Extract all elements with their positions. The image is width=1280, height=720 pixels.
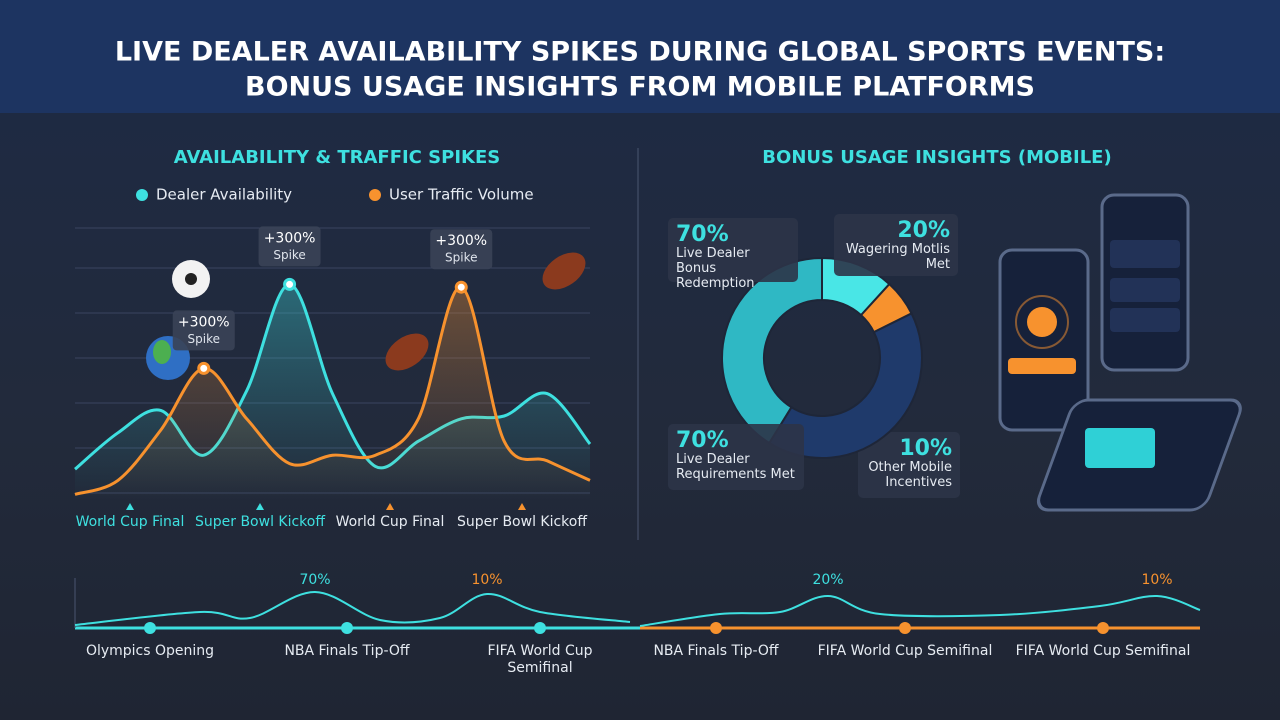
header-band [0,0,1280,113]
timeline-label: NBA Finals Tip-Off [653,643,779,659]
timeline-dot [341,622,353,634]
phone-card [1085,428,1155,468]
annotation-sublabel: Spike [445,251,477,265]
timeline-label: FIFA World Cup Semifinal [817,643,993,659]
section-title: AVAILABILITY & TRAFFIC SPIKES [174,147,500,168]
phone [998,248,1090,432]
timeline-dot [1097,622,1109,634]
legend-label: Dealer Availability [156,186,292,204]
timeline-wave [74,590,631,626]
annotation-label: +300% [178,314,230,330]
annotation-box [258,226,321,267]
event-marker [386,503,394,510]
timeline-dot [144,622,156,634]
phone-button [1027,307,1057,337]
peak-label: 10% [1141,572,1172,588]
segment-label: Wagering Motlis Met [845,242,950,272]
timeline-label: FIFA World Cup Semifinal [1015,643,1191,659]
legend-dot [369,189,381,201]
series-line [74,285,591,496]
title: LIVE DEALER AVAILABILITY SPIKES DURING G… [115,37,1165,68]
donut-segment [721,256,823,445]
segment-value: 20% [897,218,950,243]
phone-row [1110,240,1180,268]
football [385,333,429,371]
segment-label: Live Dealer Bonus Redemption [676,246,755,291]
segment-label: Other Mobile Incentives [868,460,952,490]
title: BONUS USAGE INSIGHTS FROM MOBILE PLATFOR… [245,72,1035,103]
timeline-label: NBA Finals Tip-Off [284,643,410,659]
event-label: World Cup Final [76,514,185,530]
event-marker [256,503,264,510]
phones [998,193,1242,512]
segment-value: 70% [676,222,729,247]
timeline-dot [899,622,911,634]
phone-ring [1015,295,1069,349]
annotation-box [430,229,493,270]
series-line [74,282,592,471]
phone-row [1110,308,1180,332]
segment-label: Live Dealer Requirements Met [676,452,795,482]
spike-dot [197,361,211,375]
phone-row [1110,278,1180,302]
football [542,252,586,290]
timeline-label: FIFA World Cup Semifinal [487,643,593,676]
peak-label: 70% [299,572,330,588]
event-marker [126,503,134,510]
series-area [75,287,590,500]
globe-land [153,340,171,364]
segment-box [668,424,804,490]
segment-value: 70% [676,428,729,453]
event-label: Super Bowl Kickoff [195,514,325,530]
event-label: Super Bowl Kickoff [457,514,587,530]
annotation-label: +300% [435,233,487,249]
peak-label: 20% [812,572,843,588]
legend-label: User Traffic Volume [389,186,534,204]
spike-dot [283,277,297,291]
segment-value: 10% [899,436,952,461]
annotation-label: +300% [264,230,316,246]
segment-box [858,432,960,498]
legend-dot [136,189,148,201]
icons [146,252,586,380]
segment-box [834,214,958,276]
timeline-label: Olympics Opening [85,643,215,659]
annotation-sublabel: Spike [273,248,305,262]
annotation-sublabel: Spike [188,332,220,346]
phone-claim [1008,358,1076,374]
event-label: World Cup Final [336,514,445,530]
timeline-wave [639,594,1201,627]
section-title: BONUS USAGE INSIGHTS (MOBILE) [762,147,1111,168]
event-marker [518,503,526,510]
timeline-dot [710,622,722,634]
spike-dot [454,280,468,294]
soccer-patch [185,273,197,285]
timeline-dot [534,622,546,634]
annotation-box [172,310,235,351]
peak-label: 10% [471,572,502,588]
segment-box [668,218,798,282]
